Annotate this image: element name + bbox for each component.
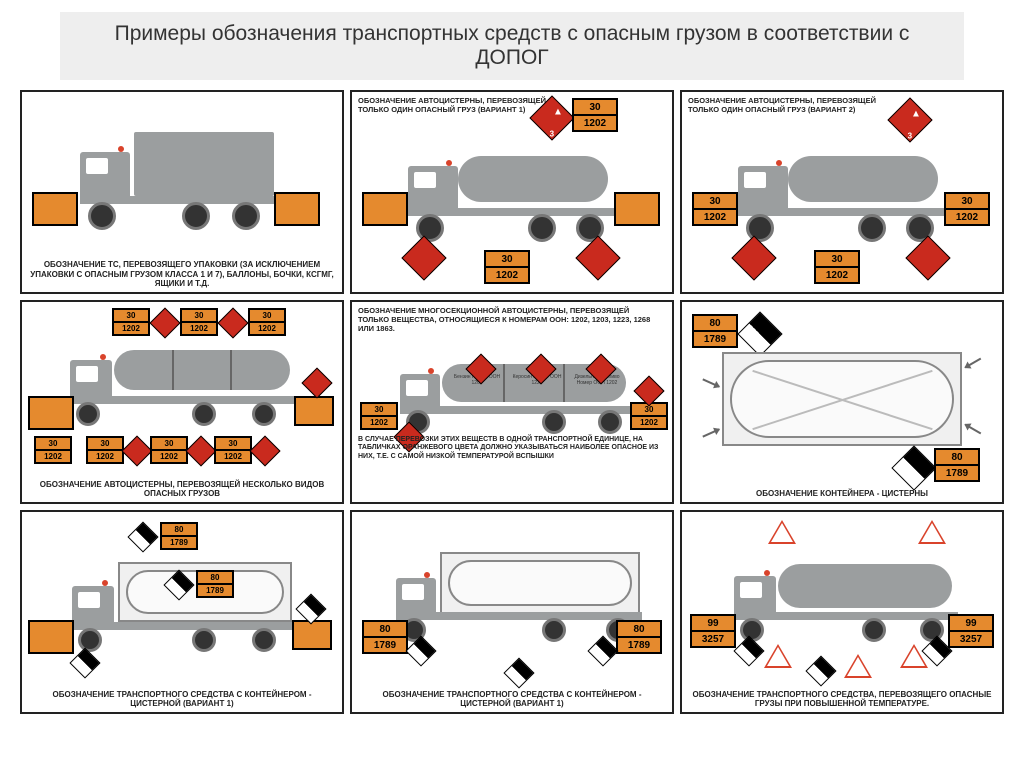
panel-caption: ОБОЗНАЧЕНИЕ ТС, ПЕРЕВОЗЯЩЕГО УПАКОВКИ (З… bbox=[28, 260, 336, 288]
orange-plate-blank bbox=[294, 396, 334, 426]
panel-truck-tcont-v1: 801789 801789 ОБОЗНАЧЕНИЕ ТРАНСПОРТНОГО … bbox=[20, 510, 344, 714]
panel-hot-cargo: 993257 993257 ОБОЗНАЧЕНИЕ ТРАНСПОРТНОГО … bbox=[680, 510, 1004, 714]
panel-caption: ОБОЗНАЧЕНИЕ ТРАНСПОРТНОГО СРЕДСТВА С КОН… bbox=[358, 690, 666, 708]
hazard-diamond-flammable bbox=[905, 235, 950, 280]
panels-grid: ОБОЗНАЧЕНИЕ ТС, ПЕРЕВОЗЯЩЕГО УПАКОВКИ (З… bbox=[0, 90, 1024, 734]
orange-plate: 801789 bbox=[160, 522, 198, 550]
panel-caption: ОБОЗНАЧЕНИЕ ТРАНСПОРТНОГО СРЕДСТВА, ПЕРЕ… bbox=[688, 690, 996, 708]
panel-caption: ОБОЗНАЧЕНИЕ АВТОЦИСТЕРНЫ, ПЕРЕВОЗЯЩЕЙ НЕ… bbox=[28, 480, 336, 498]
arrow-icon bbox=[965, 358, 982, 369]
hazard-diamond-flammable bbox=[217, 307, 248, 338]
orange-plate-blank bbox=[614, 192, 660, 226]
hazard-diamond-flammable bbox=[249, 435, 280, 466]
orange-plate-blank bbox=[28, 620, 74, 654]
orange-plate: 801789 bbox=[616, 620, 662, 654]
orange-plate: 301202 bbox=[692, 192, 738, 226]
panel-truck-tcont-v2: 801789 801789 ОБОЗНАЧЕНИЕ ТРАНСПОРТНОГО … bbox=[350, 510, 674, 714]
hazard-diamond-corrosive bbox=[891, 445, 936, 490]
warning-triangle-icon bbox=[764, 644, 792, 668]
hazard-diamond-corrosive bbox=[503, 657, 534, 688]
arrow-icon bbox=[702, 378, 719, 387]
orange-plate: 801789 bbox=[196, 570, 234, 598]
tank-container bbox=[440, 552, 640, 614]
hazard-diamond-corrosive bbox=[737, 311, 782, 356]
orange-plate: 301202 bbox=[86, 436, 124, 464]
hazard-diamond-corrosive bbox=[69, 647, 100, 678]
orange-plate: 301202 bbox=[248, 308, 286, 336]
panel-heading: ОБОЗНАЧЕНИЕ АВТОЦИСТЕРНЫ, ПЕРЕВОЗЯЩЕЙ ТО… bbox=[688, 96, 902, 114]
orange-plate: 301202 bbox=[944, 192, 990, 226]
hazard-diamond-flammable bbox=[185, 435, 216, 466]
orange-plate-blank bbox=[362, 192, 408, 226]
panel-caption: ОБОЗНАЧЕНИЕ КОНТЕЙНЕРА - ЦИСТЕРНЫ bbox=[688, 489, 996, 498]
hazard-diamond-misc bbox=[733, 635, 764, 666]
orange-plate: 993257 bbox=[690, 614, 736, 648]
orange-plate-blank bbox=[28, 396, 74, 430]
hazard-diamond-flammable bbox=[301, 367, 332, 398]
warning-triangle-icon bbox=[844, 654, 872, 678]
panel-tanker-multi: 301202 301202 301202 301202 301202 30120… bbox=[20, 300, 344, 504]
hazard-diamond-corrosive bbox=[127, 521, 158, 552]
orange-plate: 301202 bbox=[360, 402, 398, 430]
page-title: Примеры обозначения транспортных средств… bbox=[60, 12, 964, 80]
orange-plate-blank bbox=[32, 192, 78, 226]
panel-tanker-multi-un: ОБОЗНАЧЕНИЕ МНОГОСЕКЦИОННОЙ АВТОЦИСТЕРНЫ… bbox=[350, 300, 674, 504]
hazard-diamond-flammable bbox=[149, 307, 180, 338]
orange-plate: 993257 bbox=[948, 614, 994, 648]
warning-triangle-icon bbox=[768, 520, 796, 544]
orange-plate: 301202 bbox=[484, 250, 530, 284]
panel-heading: ОБОЗНАЧЕНИЕ МНОГОСЕКЦИОННОЙ АВТОЦИСТЕРНЫ… bbox=[358, 306, 662, 333]
arrow-icon bbox=[965, 424, 982, 435]
orange-plate-blank bbox=[292, 620, 332, 650]
orange-plate: 301202 bbox=[150, 436, 188, 464]
hazard-diamond-flammable bbox=[731, 235, 776, 280]
hazard-diamond-misc bbox=[805, 655, 836, 686]
hazard-diamond-flammable bbox=[121, 435, 152, 466]
tank-container bbox=[722, 352, 962, 446]
hazard-diamond-flammable bbox=[575, 235, 620, 280]
panel-caption: ОБОЗНАЧЕНИЕ ТРАНСПОРТНОГО СРЕДСТВА С КОН… bbox=[28, 690, 336, 708]
panel-tanker-v2: ОБОЗНАЧЕНИЕ АВТОЦИСТЕРНЫ, ПЕРЕВОЗЯЩЕЙ ТО… bbox=[680, 90, 1004, 294]
hazard-diamond-flammable bbox=[401, 235, 446, 280]
orange-plate: 301202 bbox=[180, 308, 218, 336]
orange-plate: 801789 bbox=[934, 448, 980, 482]
panel-tanker-v1: ОБОЗНАЧЕНИЕ АВТОЦИСТЕРНЫ, ПЕРЕВОЗЯЩЕЙ ТО… bbox=[350, 90, 674, 294]
orange-plate-blank bbox=[274, 192, 320, 226]
panel-note: В СЛУЧАЕ ПЕРЕВОЗКИ ЭТИХ ВЕЩЕСТВ В ОДНОЙ … bbox=[358, 436, 666, 461]
warning-triangle-icon bbox=[900, 644, 928, 668]
orange-plate: 301202 bbox=[572, 98, 618, 132]
panel-tank-container: 801789 801789 ОБОЗНАЧЕНИЕ КОНТЕЙНЕРА - Ц… bbox=[680, 300, 1004, 504]
orange-plate: 301202 bbox=[214, 436, 252, 464]
arrow-icon bbox=[702, 428, 719, 437]
orange-plate: 801789 bbox=[692, 314, 738, 348]
panel-box-truck: ОБОЗНАЧЕНИЕ ТС, ПЕРЕВОЗЯЩЕГО УПАКОВКИ (З… bbox=[20, 90, 344, 294]
orange-plate: 301202 bbox=[34, 436, 72, 464]
orange-plate: 301202 bbox=[112, 308, 150, 336]
warning-triangle-icon bbox=[918, 520, 946, 544]
orange-plate: 301202 bbox=[814, 250, 860, 284]
orange-plate: 801789 bbox=[362, 620, 408, 654]
